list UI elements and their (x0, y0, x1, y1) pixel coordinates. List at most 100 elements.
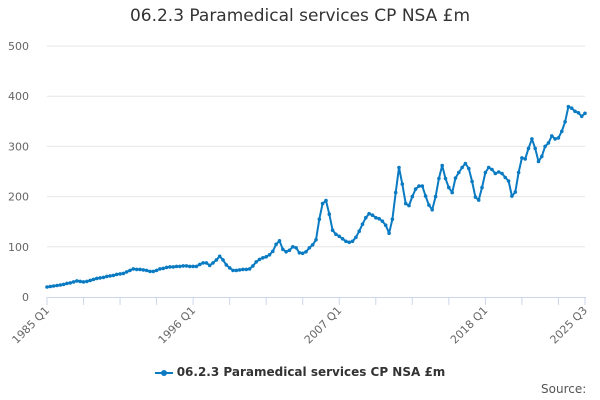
data-point (247, 267, 252, 271)
data-point (244, 267, 249, 272)
data-point (443, 176, 448, 181)
data-point (188, 264, 192, 269)
data-point (95, 276, 99, 281)
data-point (367, 211, 371, 216)
data-point (530, 137, 534, 141)
data-point (563, 120, 567, 124)
x-axis: 1985 Q1 1996 Q1 2007 Q1 2018 Q1 2025 Q3 (10, 297, 591, 347)
data-point (114, 272, 119, 277)
data-point (128, 268, 132, 273)
data-point (413, 187, 418, 191)
data-point (224, 263, 229, 267)
data-point (387, 231, 391, 235)
data-point (354, 235, 358, 240)
y-axis: 0 100 200 300 400 500 (8, 40, 29, 304)
data-point (217, 254, 222, 259)
data-point (178, 264, 182, 269)
legend[interactable]: 06.2.3 Paramedical services CP NSA £m (0, 365, 600, 379)
data-point (447, 185, 451, 190)
x-tick-label: 2025 Q3 (548, 304, 591, 347)
data-point (55, 283, 59, 288)
x-tick-label: 2007 Q1 (302, 304, 345, 347)
data-point (550, 134, 554, 138)
data-point (340, 237, 345, 241)
data-point (141, 268, 146, 272)
data-point (98, 276, 102, 280)
data-point (81, 280, 86, 284)
data-point (566, 104, 571, 109)
data-point (184, 264, 189, 268)
data-point (168, 265, 172, 269)
data-point (579, 114, 584, 119)
data-point (134, 267, 139, 272)
data-point (297, 251, 302, 255)
data-point (496, 170, 501, 174)
data-point (553, 137, 557, 141)
data-point (251, 264, 255, 268)
data-point (417, 184, 421, 188)
y-tick-label: 100 (8, 241, 29, 254)
data-point (540, 154, 544, 159)
data-point (45, 285, 49, 289)
y-tick-label: 500 (8, 40, 29, 53)
data-point (337, 234, 342, 239)
data-point (204, 261, 209, 265)
data-point (281, 247, 285, 252)
data-point (144, 268, 149, 273)
data-point (440, 163, 445, 168)
source-label: Source: (541, 382, 587, 396)
data-point (291, 245, 295, 249)
data-point (101, 275, 106, 280)
data-point (420, 184, 425, 188)
data-point (526, 146, 531, 151)
data-point (201, 261, 205, 265)
data-point (124, 270, 129, 274)
data-point (520, 156, 524, 160)
data-point (65, 281, 69, 286)
data-point (241, 267, 245, 272)
data-point (304, 250, 308, 254)
data-point (556, 136, 561, 140)
data-point (227, 266, 232, 270)
data-point (536, 159, 541, 164)
data-point (364, 215, 368, 220)
y-tick-label: 0 (22, 291, 29, 304)
data-point (61, 282, 66, 287)
data-point (207, 263, 212, 268)
data-point (277, 239, 282, 243)
data-point (194, 264, 199, 269)
data-point (360, 222, 365, 226)
data-point (533, 146, 537, 151)
data-point (91, 277, 96, 282)
data-point (460, 165, 464, 170)
data-point (523, 157, 527, 161)
data-point (118, 272, 122, 276)
legend-line-icon (154, 369, 173, 377)
data-point (164, 265, 169, 270)
data-point (427, 203, 431, 207)
data-point (261, 255, 265, 260)
data-point (476, 198, 481, 202)
data-point (560, 129, 564, 134)
data-point (51, 284, 56, 288)
data-point (483, 170, 488, 175)
data-point (480, 185, 484, 190)
data-point (88, 278, 92, 283)
data-point (576, 111, 581, 115)
data-point (470, 179, 474, 184)
data-point (370, 213, 375, 217)
data-point (410, 194, 415, 199)
x-tick-label: 1985 Q1 (10, 304, 53, 347)
data-point (121, 271, 126, 276)
data-point (111, 273, 116, 278)
data-point (314, 238, 318, 242)
data-point (516, 170, 521, 175)
data-point (433, 194, 438, 199)
data-point (374, 215, 378, 220)
data-point (546, 141, 551, 145)
data-point (234, 268, 239, 273)
data-point (344, 239, 348, 244)
data-point (254, 260, 258, 264)
data-point (310, 243, 315, 247)
